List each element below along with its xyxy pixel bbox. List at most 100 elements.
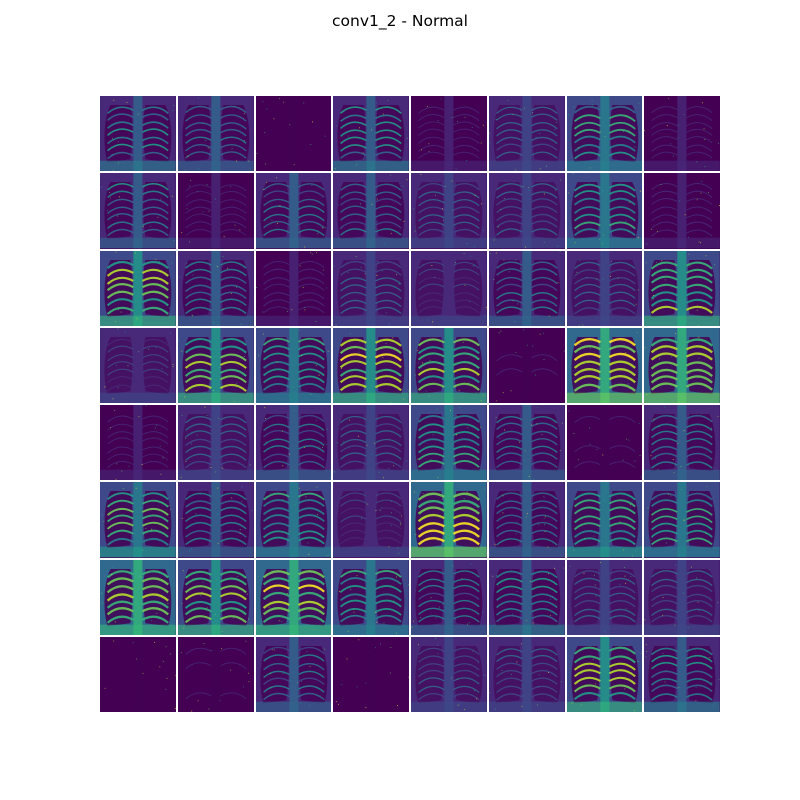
feature-map-tile <box>566 173 643 249</box>
feature-map-image <box>177 96 254 172</box>
feature-map-image <box>488 173 565 249</box>
feature-map-tile <box>100 96 176 172</box>
feature-map-image <box>644 250 720 326</box>
feature-map-tile <box>644 405 720 481</box>
feature-map-image <box>488 482 565 558</box>
feature-map-image <box>411 636 487 712</box>
feature-map-tile <box>255 559 332 635</box>
feature-map-tile <box>177 636 254 712</box>
feature-map-tile <box>255 636 332 712</box>
feature-map-tile <box>333 405 409 481</box>
feature-map-image <box>177 405 254 481</box>
feature-map-tile <box>488 559 565 635</box>
feature-map-tile <box>255 405 332 481</box>
feature-map-tile <box>255 96 332 172</box>
feature-map-image <box>255 482 332 558</box>
feature-map-image <box>255 96 332 172</box>
feature-map-image <box>488 250 565 326</box>
feature-map-tile <box>488 636 565 712</box>
feature-map-tile <box>488 96 565 172</box>
feature-map-image <box>100 636 176 712</box>
feature-map-image <box>644 327 720 403</box>
feature-map-image <box>488 96 565 172</box>
feature-map-grid <box>100 96 720 712</box>
feature-map-image <box>566 482 643 558</box>
feature-map-image <box>177 482 254 558</box>
feature-map-image <box>644 405 720 481</box>
feature-map-tile <box>566 250 643 326</box>
feature-map-image <box>100 482 176 558</box>
feature-map-image <box>333 636 409 712</box>
feature-map-tile <box>177 559 254 635</box>
feature-map-tile <box>333 173 409 249</box>
feature-map-tile <box>177 327 254 403</box>
feature-map-tile <box>333 327 409 403</box>
feature-map-image <box>100 96 176 172</box>
feature-map-image <box>100 405 176 481</box>
feature-map-image <box>411 482 487 558</box>
feature-map-tile <box>255 482 332 558</box>
feature-map-image <box>411 173 487 249</box>
feature-map-image <box>100 327 176 403</box>
feature-map-tile <box>488 250 565 326</box>
feature-map-tile <box>644 559 720 635</box>
feature-map-image <box>100 559 176 635</box>
feature-map-tile <box>644 173 720 249</box>
feature-map-image <box>177 559 254 635</box>
feature-map-tile <box>566 327 643 403</box>
feature-map-image <box>566 636 643 712</box>
feature-map-image <box>177 327 254 403</box>
feature-map-tile <box>644 327 720 403</box>
feature-map-tile <box>411 482 487 558</box>
feature-map-tile <box>100 405 176 481</box>
feature-map-tile <box>411 559 487 635</box>
feature-map-image <box>411 96 487 172</box>
feature-map-image <box>255 327 332 403</box>
feature-map-tile <box>177 405 254 481</box>
feature-map-image <box>488 327 565 403</box>
feature-map-tile <box>488 173 565 249</box>
feature-map-image <box>255 636 332 712</box>
feature-map-tile <box>566 559 643 635</box>
feature-map-image <box>411 559 487 635</box>
feature-map-image <box>566 250 643 326</box>
feature-map-tile <box>566 96 643 172</box>
feature-map-tile <box>411 327 487 403</box>
feature-map-image <box>644 96 720 172</box>
feature-map-image <box>644 482 720 558</box>
feature-map-tile <box>644 250 720 326</box>
feature-map-image <box>411 327 487 403</box>
feature-map-image <box>333 250 409 326</box>
feature-map-image <box>177 250 254 326</box>
feature-map-tile <box>411 173 487 249</box>
feature-map-image <box>255 250 332 326</box>
feature-map-tile <box>100 636 176 712</box>
feature-map-tile <box>100 482 176 558</box>
feature-map-image <box>255 559 332 635</box>
feature-map-tile <box>255 250 332 326</box>
feature-map-tile <box>566 636 643 712</box>
feature-map-image <box>566 327 643 403</box>
feature-map-image <box>333 559 409 635</box>
feature-map-tile <box>177 173 254 249</box>
feature-map-image <box>333 327 409 403</box>
feature-map-tile <box>644 482 720 558</box>
feature-map-tile <box>644 96 720 172</box>
feature-map-tile <box>333 482 409 558</box>
feature-map-tile <box>100 559 176 635</box>
feature-map-tile <box>177 482 254 558</box>
feature-map-image <box>177 636 254 712</box>
feature-map-image <box>566 559 643 635</box>
feature-map-image <box>644 559 720 635</box>
feature-map-tile <box>488 405 565 481</box>
feature-map-tile <box>411 405 487 481</box>
feature-map-tile <box>333 250 409 326</box>
feature-map-image <box>333 482 409 558</box>
feature-map-tile <box>177 96 254 172</box>
feature-map-image <box>488 636 565 712</box>
feature-map-tile <box>333 636 409 712</box>
feature-map-image <box>255 405 332 481</box>
feature-map-tile <box>100 173 176 249</box>
feature-map-image <box>100 173 176 249</box>
feature-map-tile <box>411 636 487 712</box>
